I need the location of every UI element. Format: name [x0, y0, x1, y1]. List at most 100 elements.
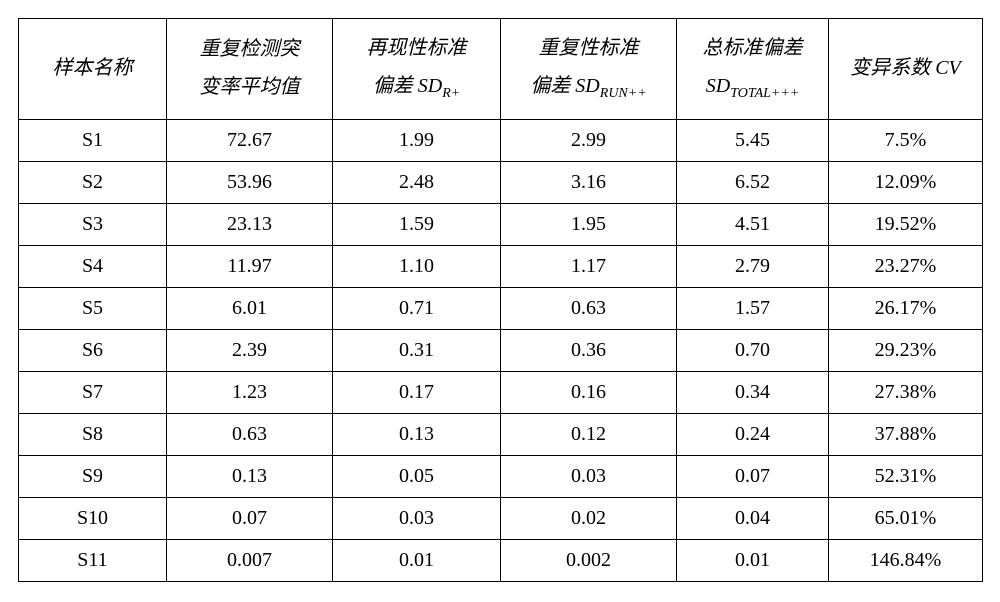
cell: 0.07: [677, 456, 829, 498]
table-row: S80.630.130.120.2437.88%: [19, 414, 983, 456]
header-text: 变异系数 CV: [833, 49, 978, 87]
cell: S11: [19, 540, 167, 582]
cell: 0.70: [677, 330, 829, 372]
cell: 37.88%: [829, 414, 983, 456]
header-text: SDTOTAL+++: [681, 67, 824, 108]
cell: 0.03: [333, 498, 501, 540]
cell: 3.16: [501, 162, 677, 204]
cell: 6.01: [167, 288, 333, 330]
header-pre: 偏差 SD: [530, 75, 599, 97]
cell: 0.34: [677, 372, 829, 414]
cell: 0.007: [167, 540, 333, 582]
cell: 72.67: [167, 120, 333, 162]
header-pre: 偏差 SD: [373, 75, 442, 97]
table-row: S56.010.710.631.5726.17%: [19, 288, 983, 330]
cell: 23.27%: [829, 246, 983, 288]
header-text: 偏差 SDR+: [337, 67, 496, 108]
cell: 0.17: [333, 372, 501, 414]
col-header-sample: 样本名称: [19, 19, 167, 120]
table-row: S172.671.992.995.457.5%: [19, 120, 983, 162]
cell: S7: [19, 372, 167, 414]
table-body: S172.671.992.995.457.5%S253.962.483.166.…: [19, 120, 983, 582]
cell: 0.36: [501, 330, 677, 372]
header-text: 总标准偏差: [681, 29, 824, 67]
cell: S2: [19, 162, 167, 204]
header-sub: RUN++: [600, 86, 647, 101]
cell: 0.13: [333, 414, 501, 456]
table-row: S323.131.591.954.5119.52%: [19, 204, 983, 246]
cell: 0.03: [501, 456, 677, 498]
cell: 0.02: [501, 498, 677, 540]
table-row: S90.130.050.030.0752.31%: [19, 456, 983, 498]
header-row: 样本名称 重复检测突 变率平均值 再现性标准 偏差 SDR+ 重复性标准 偏差 …: [19, 19, 983, 120]
cell: 1.10: [333, 246, 501, 288]
cell: S5: [19, 288, 167, 330]
cell: S8: [19, 414, 167, 456]
table-row: S71.230.170.160.3427.38%: [19, 372, 983, 414]
cell: 12.09%: [829, 162, 983, 204]
col-header-mean: 重复检测突 变率平均值: [167, 19, 333, 120]
cell: 2.79: [677, 246, 829, 288]
table-row: S253.962.483.166.5212.09%: [19, 162, 983, 204]
table-row: S411.971.101.172.7923.27%: [19, 246, 983, 288]
cell: 4.51: [677, 204, 829, 246]
cell: 0.16: [501, 372, 677, 414]
cell: 2.99: [501, 120, 677, 162]
cell: 0.01: [333, 540, 501, 582]
table-row: S100.070.030.020.0465.01%: [19, 498, 983, 540]
header-text: 偏差 SDRUN++: [505, 67, 672, 108]
cell: 0.63: [167, 414, 333, 456]
cell: 53.96: [167, 162, 333, 204]
cell: 2.48: [333, 162, 501, 204]
cell: 146.84%: [829, 540, 983, 582]
cell: 5.45: [677, 120, 829, 162]
cell: 0.24: [677, 414, 829, 456]
cell: 65.01%: [829, 498, 983, 540]
cell: 0.002: [501, 540, 677, 582]
cell: S4: [19, 246, 167, 288]
col-header-cv: 变异系数 CV: [829, 19, 983, 120]
col-header-sdtotal: 总标准偏差 SDTOTAL+++: [677, 19, 829, 120]
cell: 19.52%: [829, 204, 983, 246]
table-row: S62.390.310.360.7029.23%: [19, 330, 983, 372]
cell: 0.13: [167, 456, 333, 498]
cell: 0.71: [333, 288, 501, 330]
cell: S10: [19, 498, 167, 540]
cell: 0.01: [677, 540, 829, 582]
cell: 11.97: [167, 246, 333, 288]
cell: 52.31%: [829, 456, 983, 498]
cell: 0.31: [333, 330, 501, 372]
header-text: 变率平均值: [171, 68, 328, 106]
cell: S6: [19, 330, 167, 372]
cell: 0.12: [501, 414, 677, 456]
header-text: 重复检测突: [171, 30, 328, 68]
cell: 1.99: [333, 120, 501, 162]
col-header-sdr: 再现性标准 偏差 SDR+: [333, 19, 501, 120]
cell: 1.17: [501, 246, 677, 288]
header-text: 样本名称: [23, 49, 162, 87]
cell: 29.23%: [829, 330, 983, 372]
cell: 27.38%: [829, 372, 983, 414]
cell: 1.59: [333, 204, 501, 246]
cell: S9: [19, 456, 167, 498]
header-pre: SD: [706, 75, 730, 97]
cell: 1.57: [677, 288, 829, 330]
cell: 1.23: [167, 372, 333, 414]
cell: 0.04: [677, 498, 829, 540]
cell: 26.17%: [829, 288, 983, 330]
header-sub: R+: [442, 86, 460, 101]
cell: S1: [19, 120, 167, 162]
col-header-sdrun: 重复性标准 偏差 SDRUN++: [501, 19, 677, 120]
cell: 0.05: [333, 456, 501, 498]
cell: 2.39: [167, 330, 333, 372]
header-text: 再现性标准: [337, 29, 496, 67]
data-table: 样本名称 重复检测突 变率平均值 再现性标准 偏差 SDR+ 重复性标准 偏差 …: [18, 18, 983, 582]
cell: S3: [19, 204, 167, 246]
table-row: S110.0070.010.0020.01146.84%: [19, 540, 983, 582]
cell: 0.07: [167, 498, 333, 540]
header-sub: TOTAL+++: [730, 86, 799, 101]
cell: 6.52: [677, 162, 829, 204]
cell: 1.95: [501, 204, 677, 246]
cell: 23.13: [167, 204, 333, 246]
cell: 0.63: [501, 288, 677, 330]
